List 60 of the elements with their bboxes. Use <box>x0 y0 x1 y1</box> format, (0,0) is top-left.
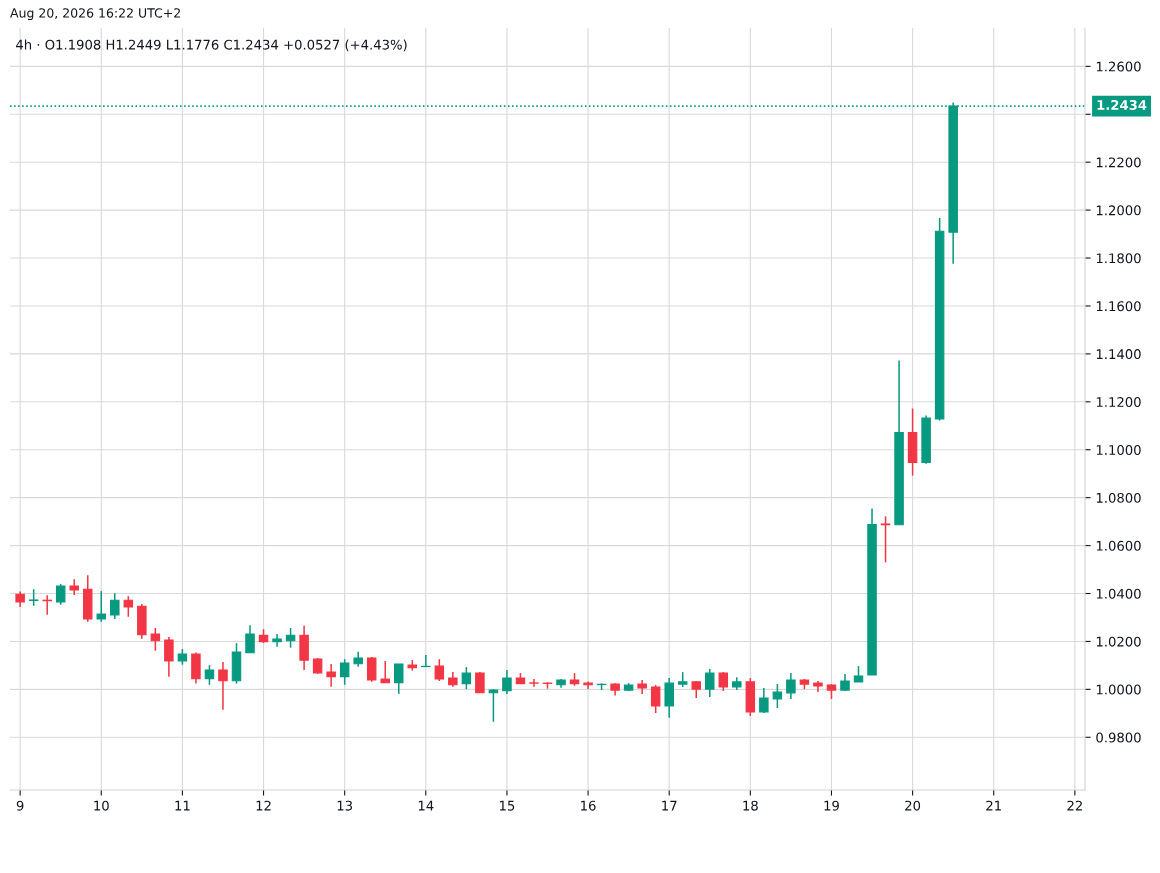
y-tick-label: 1.1600 <box>1096 301 1141 312</box>
x-tick-label: 20 <box>905 800 921 811</box>
x-tick-label: 11 <box>175 800 190 811</box>
y-tick-label: 1.1400 <box>1096 349 1141 360</box>
candlestick <box>488 688 499 723</box>
y-tick-label: 1.0200 <box>1096 636 1141 647</box>
candlestick <box>664 677 674 719</box>
ref-line-label: 1.2434 <box>1097 99 1147 110</box>
y-tick-label: 1.0800 <box>1096 492 1141 503</box>
candlestick <box>650 684 661 714</box>
text: 4h · O1.1908 H1.2449 L1.1776 C1.2434 +0.0527 (+4.43%) <box>16 39 407 52</box>
candlestick <box>123 595 134 618</box>
candlestick <box>434 658 445 682</box>
candlestick <box>204 664 215 686</box>
x-tick-label: 10 <box>94 800 109 811</box>
x-tick-label: 21 <box>986 800 1001 811</box>
candlestick <box>245 624 255 654</box>
candlestick <box>394 663 404 695</box>
candlestick <box>339 658 350 686</box>
y-tick-label: 1.2600 <box>1096 61 1141 72</box>
x-tick-label: 14 <box>418 800 434 811</box>
candlestick <box>150 627 161 652</box>
x-tick-label: 17 <box>662 800 677 811</box>
candlestick <box>759 687 769 714</box>
x-tick-label: 19 <box>824 800 839 811</box>
x-tick-label: 12 <box>256 800 271 811</box>
candlestick <box>96 590 107 623</box>
y-tick-label: 1.1000 <box>1096 444 1141 455</box>
y-tick-label: 1.0400 <box>1096 588 1141 599</box>
candlestick <box>218 661 228 711</box>
y-tick-label: 0.9800 <box>1096 732 1141 743</box>
y-tick-label: 1.2000 <box>1096 205 1141 216</box>
candlestick <box>772 683 783 709</box>
candlestick <box>110 592 120 620</box>
candlestick <box>366 656 377 683</box>
candlestick <box>326 663 336 688</box>
candlestick <box>880 515 891 564</box>
candlestick <box>164 636 174 678</box>
x-tick-label: 13 <box>337 800 353 811</box>
candlestick <box>705 668 715 698</box>
y-tick-label: 1.0600 <box>1096 540 1141 551</box>
y-tick-label: 1.1800 <box>1096 253 1141 264</box>
candlestick <box>272 633 282 648</box>
text: Aug 20, 2026 16:22 UTC+2 <box>10 8 180 21</box>
y-tick-label: 1.2200 <box>1096 157 1141 168</box>
x-tick-label: 9 <box>16 800 24 811</box>
candlestick <box>529 678 539 688</box>
y-tick-label: 1.0000 <box>1096 684 1141 695</box>
candlestick <box>380 660 390 684</box>
candlestick <box>786 672 796 700</box>
x-tick-label: 16 <box>581 800 596 811</box>
candlestick <box>502 669 512 695</box>
x-tick-label: 18 <box>743 800 758 811</box>
candlestick <box>718 671 729 692</box>
candlestick <box>475 671 485 694</box>
candlestick <box>55 583 66 606</box>
x-tick-label: 22 <box>1067 800 1082 811</box>
candlestick <box>461 666 472 690</box>
y-tick-label: 1.1200 <box>1096 397 1141 408</box>
x-tick-label: 15 <box>499 800 515 811</box>
